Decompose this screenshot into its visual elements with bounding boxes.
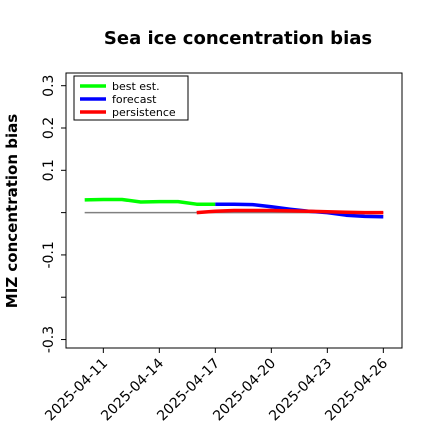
legend-label: persistence	[112, 106, 176, 119]
y-tick-label: -0.3	[41, 326, 57, 353]
legend-label: best est.	[112, 80, 160, 93]
y-axis-label: MIZ concentration bias	[3, 114, 21, 308]
chart-title: Sea ice concentration bias	[104, 28, 372, 49]
y-tick-label: 0.1	[41, 159, 57, 181]
y-tick-label: -0.1	[41, 241, 57, 268]
y-tick-label: 0.2	[41, 117, 57, 139]
legend-label: forecast	[112, 93, 157, 106]
y-tick-label: 0.3	[41, 75, 57, 97]
series-line-best-est	[84, 197, 216, 206]
plot-area	[65, 72, 403, 349]
series-line-persistence	[196, 208, 384, 215]
